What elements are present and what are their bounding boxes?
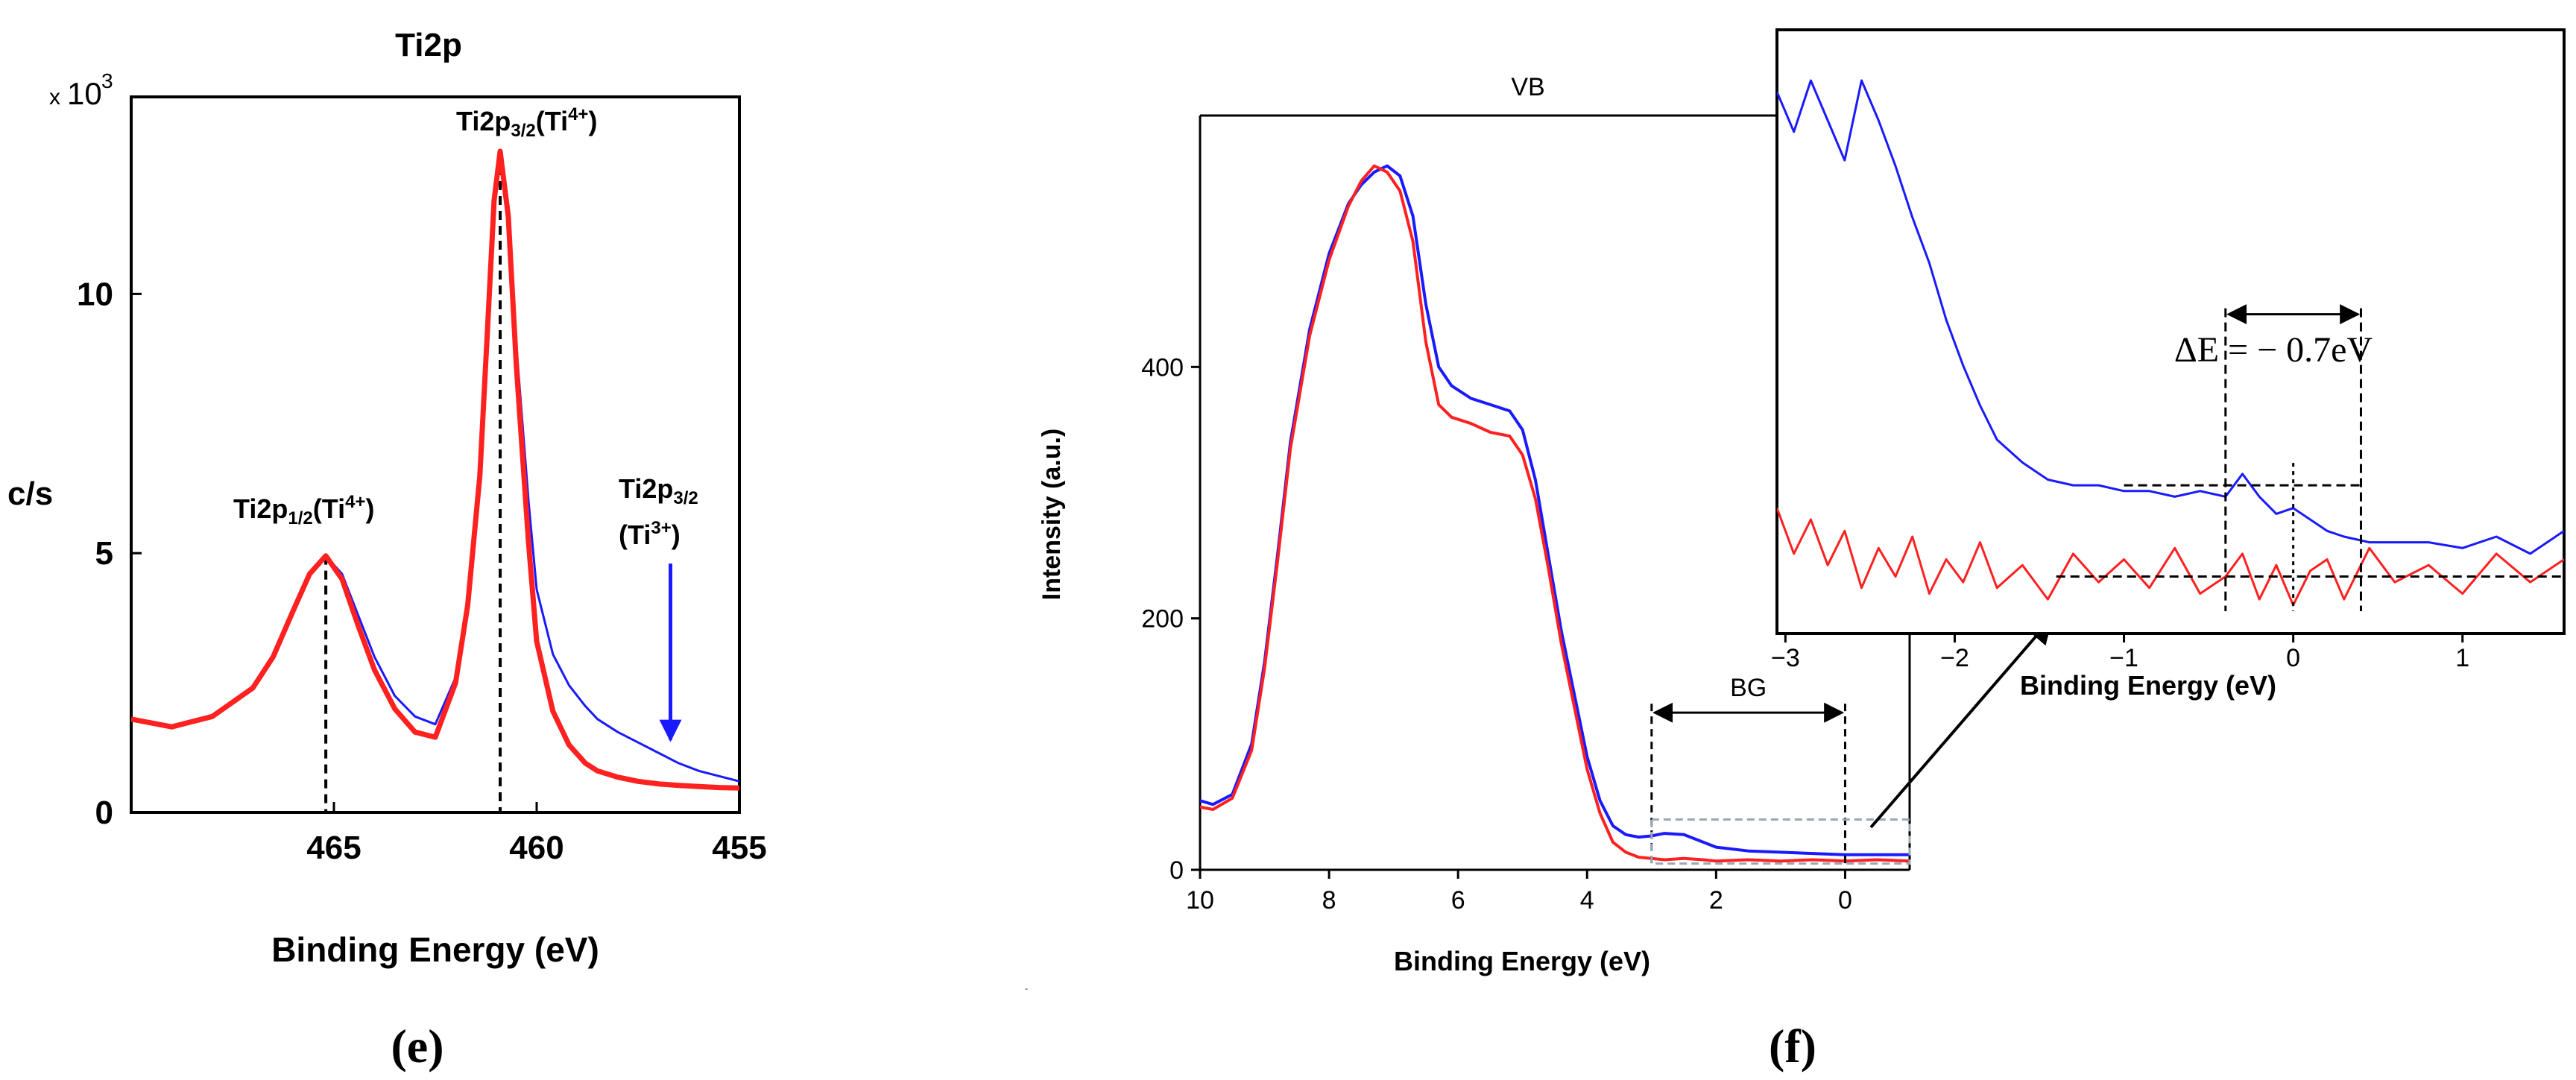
inset-series [1777,79,2564,607]
f-xtick-label: 6 [1451,886,1465,915]
i-xtick-label: −3 [1771,644,1800,672]
f-xtick-label: 0 [1838,886,1852,915]
multiplier-prefix: x [49,85,60,110]
panel-f-label: (f) [1769,1020,1816,1073]
panel-f-xlabel: Binding Energy (eV) [1394,946,1650,976]
f-ytick-label: 400 [1141,353,1184,382]
e-series-red [131,148,739,791]
panel-f: VB Intensity (a.u.) Binding Energy (eV) … [1025,28,2566,1073]
multiplier-exp: 3 [101,69,113,92]
e-ytick-label: 10 [77,276,113,312]
peak-label-ti2p32: Ti2p3/2(Ti4+) [456,104,597,141]
panel-f-ylabel: Intensity (a.u.) [1038,429,1066,600]
panel-e-plot-frame [130,95,741,814]
f-series-red [1200,164,1910,863]
panel-e-series [131,148,739,791]
panel-f-title: VB [1511,73,1544,101]
multiplier-base: 10 [67,76,102,111]
inset-delta-annotation [2056,304,2564,611]
bg-annotation [1650,702,1846,867]
panel-f-series [1200,164,1910,863]
e-xtick-label: 465 [306,830,361,866]
f-xtick-label: 8 [1322,886,1336,915]
panel-e-multiplier: x 10 3 [49,69,113,111]
f-xtick-label: 2 [1709,886,1723,915]
inset-ticks: −3 −2 −1 0 1 [1771,634,2469,672]
i-series-blue [1777,79,2564,555]
panel-e-xlabel: Binding Energy (eV) [271,930,599,969]
f-ytick-label: 200 [1141,605,1184,634]
e-ytick-label: 5 [95,535,113,572]
panel-e-peak-markers [324,151,502,812]
f-xtick-label: 10 [1186,886,1214,915]
panel-e-title: Ti2p [395,27,462,63]
peak-label-ti3-line1: Ti2p3/2 [619,473,698,508]
panel-e-ylabel: c/s [7,476,53,512]
e-ytick-label: 0 [95,795,113,831]
panel-e-ticks: 465 460 455 0 5 10 [77,276,767,866]
peak-label-ti3-line2: (Ti3+) [619,518,681,550]
bg-label: BG [1730,674,1767,702]
e-xtick-label: 455 [712,830,766,866]
zoom-region-box [1650,818,1911,865]
stray-mark: - [1025,983,1028,994]
panel-e-label: (e) [391,1020,443,1073]
i-xtick-label: 0 [2286,644,2300,672]
panel-e: Ti2p x 10 3 c/s Binding Energy (eV) 465 4… [7,27,767,1073]
i-xtick-label: 1 [2455,644,2469,672]
f-xtick-label: 4 [1580,886,1594,915]
inset-xlabel: Binding Energy (eV) [2020,670,2276,701]
e-series-blue [131,153,739,783]
i-xtick-label: −2 [1940,644,1969,672]
i-xtick-label: −1 [2109,644,2138,672]
peak-label-ti2p12: Ti2p1/2(Ti4+) [233,492,374,528]
f-ytick-label: 0 [1169,856,1184,885]
inset-frame [1775,28,2566,635]
delta-e-label: ΔE = − 0.7eV [2174,330,2373,370]
zoom-arrow [1869,616,2053,829]
e-xtick-label: 460 [509,830,564,866]
i-series-red [1777,508,2564,607]
